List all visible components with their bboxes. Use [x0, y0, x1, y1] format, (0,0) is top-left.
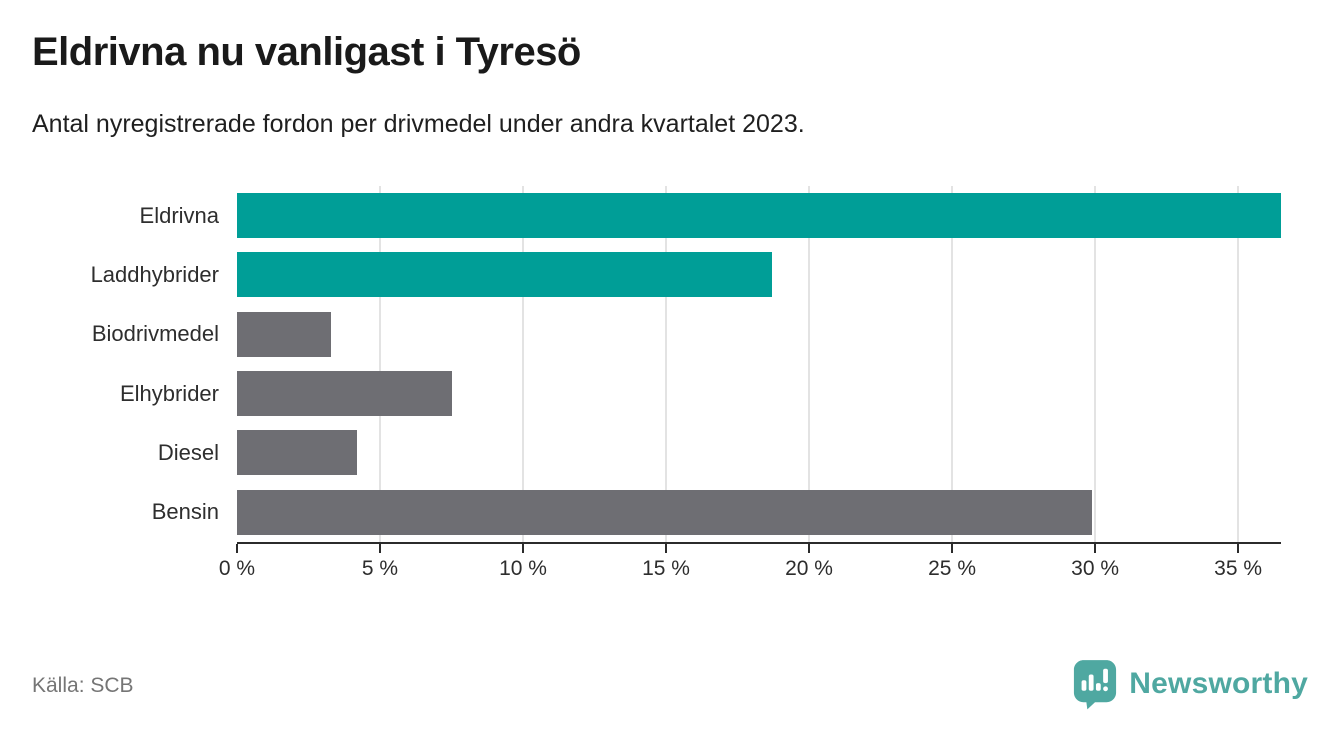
tick-mark — [1094, 544, 1097, 553]
bar — [237, 193, 1281, 239]
bar-track — [237, 252, 1281, 298]
tick-mark — [665, 544, 668, 553]
tick-label: 0 % — [218, 557, 256, 580]
tick-mark — [1237, 544, 1240, 553]
chart-subtitle: Antal nyregistrerade fordon per drivmede… — [32, 110, 805, 138]
category-label: Biodrivmedel — [91, 321, 219, 347]
chart-row: Bensin — [0, 483, 1281, 542]
bar-track — [237, 311, 1281, 357]
category-label: Laddhybrider — [90, 261, 219, 287]
category-label: Elhybrider — [119, 380, 219, 406]
category-label: Diesel — [157, 439, 219, 465]
chart-row: Laddhybrider — [0, 245, 1281, 304]
gridline — [522, 186, 525, 542]
bar-track — [237, 193, 1281, 239]
x-axis: 0 % 5 % 10 % 15 % 20 % 25 % 30 % 35 % — [219, 542, 1281, 589]
gridline — [665, 186, 668, 542]
newsworthy-logo: Newsworthy — [1072, 655, 1308, 713]
category-label: Bensin — [151, 499, 219, 525]
tick-label: 25 % — [928, 557, 976, 580]
bar-track — [237, 489, 1281, 535]
chart-row: Diesel — [0, 423, 1281, 482]
bar — [237, 489, 1093, 535]
gridline — [1094, 186, 1097, 542]
chart-row: Elhybrider — [0, 364, 1281, 423]
plot-area — [237, 186, 1281, 542]
gridline — [1237, 186, 1240, 542]
tick-mark — [236, 544, 238, 553]
bar — [237, 252, 772, 298]
gridline — [951, 186, 954, 542]
tick-mark — [951, 544, 954, 553]
newsworthy-icon — [1072, 658, 1118, 711]
tick-label: 5 % — [361, 557, 399, 580]
tick-mark — [522, 544, 525, 553]
chart-row: Biodrivmedel — [0, 305, 1281, 364]
newsworthy-wordmark: Newsworthy — [1129, 667, 1308, 700]
gridline — [379, 186, 381, 542]
chart-rows: Eldrivna Laddhybrider Biodrivmedel Elhybrid… — [0, 186, 1281, 542]
tick-label: 15 % — [642, 557, 690, 580]
page-title: Eldrivna nu vanligast i Tyresö — [32, 30, 581, 74]
tick-label: 35 % — [1214, 557, 1263, 580]
tick-label: 20 % — [785, 557, 833, 580]
chart-row: Eldrivna — [0, 186, 1281, 245]
gridline — [808, 186, 811, 542]
bar — [237, 311, 332, 357]
source-note: Källa: SCB — [32, 674, 134, 697]
bar-track — [237, 430, 1281, 476]
bar-track — [237, 371, 1281, 417]
bar — [237, 371, 452, 417]
tick-mark — [808, 544, 811, 553]
category-label: Eldrivna — [139, 202, 219, 228]
tick-label: 30 % — [1071, 557, 1120, 580]
tick-label: 10 % — [499, 557, 547, 580]
bar — [237, 430, 358, 476]
tick-mark — [379, 544, 381, 553]
